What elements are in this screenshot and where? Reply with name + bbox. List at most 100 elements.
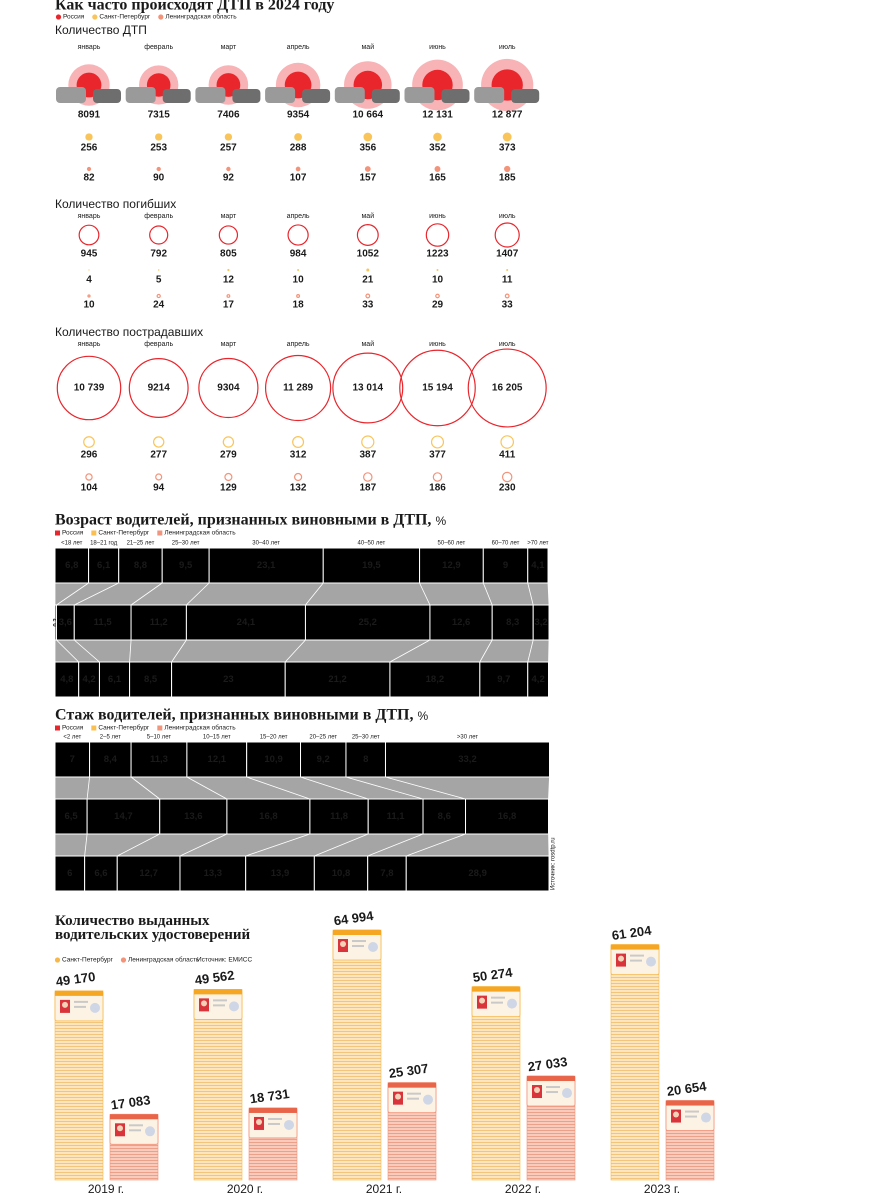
- bubble: [86, 166, 92, 172]
- value-label: 4: [86, 275, 92, 286]
- category-label: 60–70 лет: [492, 541, 520, 547]
- bar-segment: [419, 547, 484, 584]
- bubble: [366, 268, 370, 272]
- license-card-header: [194, 989, 242, 995]
- month-label: июль: [499, 44, 516, 51]
- category-label: 21–25 лет: [127, 541, 155, 547]
- month-label: июль: [499, 341, 516, 348]
- value-label: 7315: [148, 110, 171, 121]
- segment-label: 12,7: [139, 868, 158, 879]
- value-label: 279: [220, 450, 237, 461]
- month-label: март: [221, 341, 237, 348]
- segment-label: 18,2: [426, 674, 445, 685]
- bar-segment: [86, 798, 161, 835]
- value-label: 33: [502, 300, 514, 311]
- car-icon: [371, 89, 400, 103]
- legend-label: Санкт-Петербург: [99, 13, 151, 21]
- legend-swatch: [55, 530, 60, 536]
- bubble: [85, 133, 93, 141]
- bubble: [501, 471, 513, 483]
- value-label: 10: [83, 300, 95, 311]
- month-label: апрель: [287, 44, 310, 51]
- month-label: март: [221, 213, 237, 220]
- segment-label: 13,3: [204, 868, 223, 879]
- license-card-header: [55, 990, 103, 996]
- bar-segment: [54, 798, 88, 835]
- category-label: 2–5 лет: [100, 735, 121, 741]
- car-icon: [334, 87, 365, 103]
- bubble: [222, 436, 235, 448]
- license-line: [268, 1122, 280, 1125]
- bubble: [433, 132, 442, 142]
- value-label: 165: [429, 173, 446, 184]
- category-label: 18–21 год: [90, 541, 118, 547]
- segment-label: 7,8: [380, 868, 393, 879]
- license-card-header: [666, 1100, 714, 1106]
- segment-label: 19,5: [362, 560, 381, 571]
- value-label: 25 307: [388, 1061, 429, 1081]
- segment-label: 8,8: [134, 560, 147, 571]
- license-line: [268, 1117, 282, 1120]
- bubble: [264, 354, 332, 422]
- value-label: 411: [499, 450, 516, 461]
- segment-label: 8,5: [144, 674, 158, 685]
- segment-label: 6,6: [94, 868, 107, 879]
- license-line: [630, 954, 644, 957]
- chart-unit: %: [435, 514, 446, 528]
- bar-segment: [179, 855, 247, 892]
- bar-segment: [527, 547, 549, 584]
- legend-label: Ленинградская область: [164, 724, 236, 732]
- month-label: январь: [78, 213, 101, 220]
- value-label: 132: [290, 483, 307, 494]
- bubble: [467, 348, 547, 428]
- license-stamp: [368, 942, 378, 953]
- license-stamp: [229, 1001, 239, 1012]
- segment-label: 3,6: [59, 617, 72, 628]
- bubble: [332, 352, 404, 424]
- value-label: 104: [81, 483, 98, 494]
- value-label: 253: [150, 143, 167, 154]
- month-label: март: [221, 44, 237, 51]
- bar-segment: [226, 798, 311, 835]
- segment-label: 7: [70, 754, 75, 765]
- license-stack: [610, 944, 660, 1181]
- bubble: [363, 132, 373, 142]
- license-line: [630, 959, 642, 962]
- year-label: 2021 г.: [366, 1182, 402, 1196]
- bubble: [506, 268, 509, 272]
- value-label: 49 170: [55, 969, 96, 989]
- month-label: май: [361, 340, 374, 348]
- segment-label: 8: [363, 754, 368, 765]
- license-face: [340, 941, 346, 948]
- category-label: 25–30 лет: [172, 541, 200, 547]
- value-label: 82: [83, 173, 95, 184]
- bubble: [295, 166, 301, 172]
- bubble: [156, 293, 161, 299]
- license-stamp: [646, 956, 656, 967]
- segment-label: 11,5: [94, 617, 113, 628]
- bubble: [153, 436, 165, 448]
- month-label: июнь: [429, 341, 446, 348]
- bar-segment: [54, 547, 90, 584]
- bubble: [430, 435, 445, 449]
- value-label: 1052: [357, 249, 380, 260]
- segment-label: 13,6: [184, 811, 203, 822]
- segment-label: 6,1: [97, 560, 111, 571]
- value-label: 984: [290, 249, 307, 260]
- chart-title: Количество выданных водительских удостов…: [55, 914, 251, 943]
- license-stamp: [145, 1126, 155, 1137]
- value-label: 49 562: [194, 967, 235, 987]
- bubble: [226, 166, 231, 172]
- license-face: [395, 1093, 401, 1100]
- legend-swatch: [54, 957, 61, 963]
- bubble: [297, 268, 300, 272]
- license-line: [685, 1110, 699, 1113]
- bar-segment: [130, 604, 187, 641]
- month-label: июнь: [429, 213, 446, 220]
- car-icon: [125, 87, 156, 103]
- license-face: [534, 1087, 540, 1094]
- license-stamp: [507, 998, 517, 1009]
- segment-label: 8,3: [506, 617, 519, 628]
- license-face: [673, 1111, 679, 1118]
- bubble: [296, 294, 301, 298]
